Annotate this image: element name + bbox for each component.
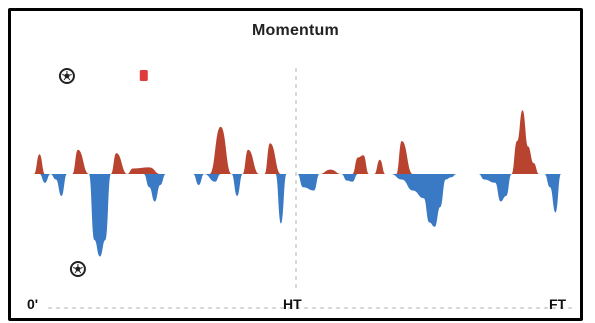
full-time-label: FT xyxy=(549,296,567,312)
half-time-label: HT xyxy=(283,296,302,312)
soccer-ball-icon xyxy=(58,68,75,84)
start-minute-label: 0' xyxy=(27,296,39,312)
widget-title: Momentum xyxy=(252,22,339,39)
red-card-icon xyxy=(139,70,148,81)
momentum-series xyxy=(34,110,561,257)
home-momentum-area xyxy=(34,110,561,174)
away-momentum-area xyxy=(34,174,561,257)
momentum-card: Momentum 0' HT FT xyxy=(8,8,583,321)
momentum-chart xyxy=(34,68,572,309)
match-events xyxy=(58,68,148,277)
soccer-ball-icon xyxy=(69,261,86,277)
